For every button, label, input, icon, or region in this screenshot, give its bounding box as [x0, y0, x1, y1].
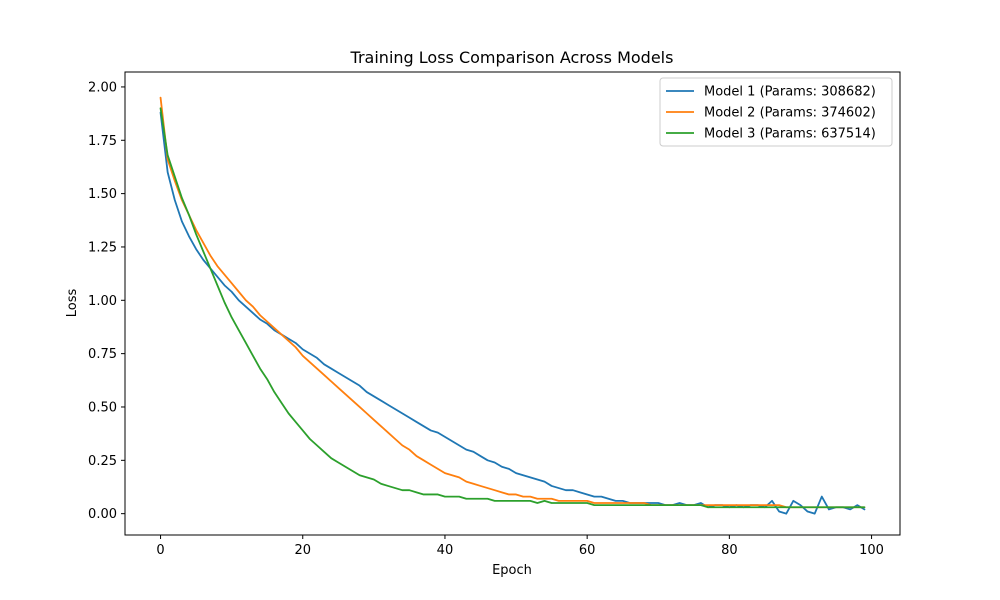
legend-label-model-2: Model 2 (Params: 374602)	[704, 106, 876, 121]
y-axis-label: Loss	[65, 289, 80, 318]
y-tick-label: 0.50	[88, 400, 117, 415]
y-tick-label: 1.50	[88, 187, 117, 202]
y-tick-label: 1.75	[88, 134, 117, 149]
y-tick-label: 1.25	[88, 240, 117, 255]
y-tick-label: 0.25	[88, 454, 117, 469]
chart-title: Training Loss Comparison Across Models	[350, 48, 674, 67]
y-tick-label: 1.00	[88, 294, 117, 309]
x-tick-label: 40	[437, 543, 454, 558]
series-line-model-2	[159, 96, 866, 509]
series-lines	[159, 96, 866, 515]
x-tick-label: 100	[859, 543, 884, 558]
x-tick-label: 20	[294, 543, 311, 558]
legend-label-model-1: Model 1 (Params: 308682)	[704, 85, 876, 100]
legend: Model 1 (Params: 308682) Model 2 (Params:…	[659, 77, 893, 147]
legend-items: Model 1 (Params: 308682) Model 2 (Params:…	[666, 85, 876, 142]
x-tick-label: 60	[579, 543, 596, 558]
x-tick-label: 80	[721, 543, 738, 558]
y-tick-label: 0.00	[88, 507, 117, 522]
y-tick-label: 2.00	[88, 80, 117, 95]
y-axis-ticks: 0.00 0.25 0.50 0.75 1.00 1.25 1.50 1.75 2.00	[88, 80, 125, 522]
plot-area-frame	[124, 71, 901, 536]
y-tick-label: 0.75	[88, 347, 117, 362]
x-axis-label: Epoch	[492, 563, 532, 578]
legend-box	[659, 77, 893, 147]
legend-label-model-3: Model 3 (Params: 637514)	[704, 127, 876, 142]
series-line-model-3	[159, 107, 866, 509]
x-tick-label: 0	[156, 543, 164, 558]
x-axis-ticks: 0 20 40 60 80 100	[156, 535, 884, 558]
